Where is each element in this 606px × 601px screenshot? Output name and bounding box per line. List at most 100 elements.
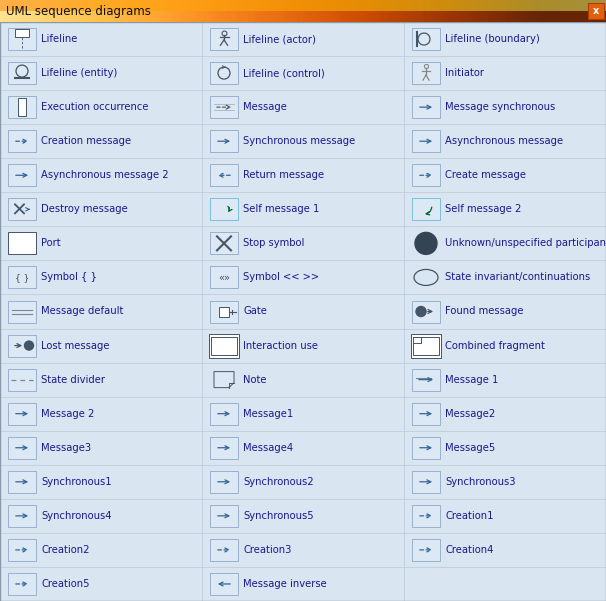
Bar [210, 130, 238, 152]
Text: Create message: Create message [445, 170, 526, 180]
Bar [210, 28, 238, 50]
Bar [411, 334, 441, 358]
Text: Execution occurrence: Execution occurrence [41, 102, 148, 112]
Text: Lifeline (boundary): Lifeline (boundary) [445, 34, 540, 44]
Text: Synchronous3: Synchronous3 [445, 477, 516, 487]
Text: Message2: Message2 [445, 409, 495, 419]
Bar [8, 233, 36, 254]
Text: Creation4: Creation4 [445, 545, 493, 555]
Text: Gate: Gate [243, 307, 267, 317]
Bar [209, 334, 239, 358]
Bar [412, 437, 440, 459]
Bar [8, 130, 36, 152]
Text: Synchronous2: Synchronous2 [243, 477, 314, 487]
Text: Interaction use: Interaction use [243, 341, 318, 350]
Text: Stop symbol: Stop symbol [243, 239, 304, 248]
Text: Destroy message: Destroy message [41, 204, 128, 215]
Text: Lifeline (control): Lifeline (control) [243, 68, 325, 78]
Text: Creation1: Creation1 [445, 511, 493, 521]
Text: State invariant/continuations: State invariant/continuations [445, 272, 590, 282]
Text: Message default: Message default [41, 307, 124, 317]
Bar [15, 29, 29, 37]
Text: Note: Note [243, 374, 267, 385]
Text: Lifeline (actor): Lifeline (actor) [243, 34, 316, 44]
Text: Creation5: Creation5 [41, 579, 90, 589]
Bar [412, 539, 440, 561]
Text: x: x [593, 6, 599, 16]
Text: Message: Message [243, 102, 287, 112]
Bar [8, 198, 36, 221]
Bar [210, 471, 238, 493]
Text: Synchronous5: Synchronous5 [243, 511, 314, 521]
Bar [8, 573, 36, 595]
Text: Message synchronous: Message synchronous [445, 102, 555, 112]
Text: Message inverse: Message inverse [243, 579, 327, 589]
Text: Self message 1: Self message 1 [243, 204, 319, 215]
Text: Message 2: Message 2 [41, 409, 95, 419]
Text: Lost message: Lost message [41, 341, 110, 350]
Bar [8, 300, 36, 323]
Bar [412, 368, 440, 391]
Bar [210, 539, 238, 561]
Bar [210, 96, 238, 118]
Text: Return message: Return message [243, 170, 324, 180]
Text: State divider: State divider [41, 374, 105, 385]
Bar [8, 164, 36, 186]
Bar [210, 198, 238, 221]
Text: Symbol { }: Symbol { } [41, 272, 97, 282]
Bar [8, 403, 36, 425]
Text: Lifeline (entity): Lifeline (entity) [41, 68, 117, 78]
Bar [219, 307, 229, 317]
Text: Asynchronous message 2: Asynchronous message 2 [41, 170, 168, 180]
Text: Symbol << >>: Symbol << >> [243, 272, 319, 282]
Text: Creation3: Creation3 [243, 545, 291, 555]
Text: Message1: Message1 [243, 409, 293, 419]
Text: Creation message: Creation message [41, 136, 131, 146]
Text: Unknown/unspecified participant: Unknown/unspecified participant [445, 239, 606, 248]
Text: Synchronous message: Synchronous message [243, 136, 355, 146]
Text: Synchronous1: Synchronous1 [41, 477, 112, 487]
Text: Lifeline: Lifeline [41, 34, 78, 44]
Bar [210, 437, 238, 459]
Bar [8, 96, 36, 118]
Text: Combined fragment: Combined fragment [445, 341, 545, 350]
Bar [210, 573, 238, 595]
Text: Message4: Message4 [243, 443, 293, 453]
Text: Creation2: Creation2 [41, 545, 90, 555]
Bar [8, 539, 36, 561]
Bar [210, 266, 238, 288]
Bar [210, 164, 238, 186]
Bar [8, 335, 36, 356]
Bar [8, 505, 36, 527]
Bar [8, 437, 36, 459]
Bar [210, 403, 238, 425]
Bar [412, 130, 440, 152]
Text: Asynchronous message: Asynchronous message [445, 136, 563, 146]
Bar [8, 62, 36, 84]
Text: UML sequence diagrams: UML sequence diagrams [6, 4, 151, 17]
Bar [412, 505, 440, 527]
Bar [412, 28, 440, 50]
Bar [588, 3, 604, 19]
Bar [210, 62, 238, 84]
Circle shape [24, 341, 33, 350]
Bar [412, 198, 440, 221]
Bar [8, 28, 36, 50]
Bar [412, 471, 440, 493]
Bar [210, 233, 238, 254]
Bar [412, 62, 440, 84]
Text: Port: Port [41, 239, 61, 248]
Bar [210, 300, 238, 323]
Text: Synchronous4: Synchronous4 [41, 511, 112, 521]
Bar [8, 368, 36, 391]
Bar [412, 300, 440, 323]
Text: { }: { } [15, 273, 29, 282]
Circle shape [416, 307, 426, 317]
Text: Message3: Message3 [41, 443, 91, 453]
Text: Message 1: Message 1 [445, 374, 498, 385]
Text: Found message: Found message [445, 307, 524, 317]
Bar [18, 98, 26, 116]
Bar [412, 164, 440, 186]
Bar [210, 505, 238, 527]
Bar [412, 403, 440, 425]
